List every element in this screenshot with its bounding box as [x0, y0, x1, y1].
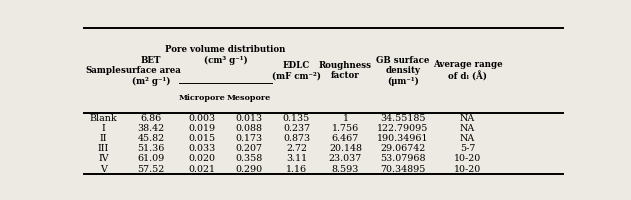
- Text: IV: IV: [98, 154, 109, 163]
- Text: GB surface
density
(μm⁻¹): GB surface density (μm⁻¹): [376, 56, 430, 86]
- Text: 0.013: 0.013: [235, 114, 262, 123]
- Text: 0.088: 0.088: [235, 124, 262, 133]
- Text: 0.003: 0.003: [189, 114, 216, 123]
- Text: 45.82: 45.82: [138, 134, 165, 143]
- Text: II: II: [100, 134, 107, 143]
- Text: 0.015: 0.015: [189, 134, 216, 143]
- Text: BET
surface area
(m² g⁻¹): BET surface area (m² g⁻¹): [121, 56, 181, 86]
- Text: 1: 1: [343, 114, 348, 123]
- Text: 0.358: 0.358: [235, 154, 262, 163]
- Text: 0.173: 0.173: [235, 134, 262, 143]
- Text: 20.148: 20.148: [329, 144, 362, 153]
- Text: 61.09: 61.09: [138, 154, 165, 163]
- Text: 0.021: 0.021: [189, 165, 216, 174]
- Text: Sample: Sample: [85, 66, 121, 75]
- Text: 70.34895: 70.34895: [380, 165, 425, 174]
- Text: 3.11: 3.11: [286, 154, 307, 163]
- Text: 0.873: 0.873: [283, 134, 310, 143]
- Text: 0.019: 0.019: [189, 124, 216, 133]
- Text: Mesopore: Mesopore: [227, 94, 271, 102]
- Text: Blank: Blank: [90, 114, 117, 123]
- Text: 57.52: 57.52: [138, 165, 165, 174]
- Text: EDLC
(mF cm⁻²): EDLC (mF cm⁻²): [272, 61, 321, 80]
- Text: 1.16: 1.16: [286, 165, 307, 174]
- Text: 190.34961: 190.34961: [377, 134, 428, 143]
- Text: III: III: [98, 144, 109, 153]
- Text: 23.037: 23.037: [329, 154, 362, 163]
- Text: 6.86: 6.86: [140, 114, 162, 123]
- Text: 29.06742: 29.06742: [380, 144, 425, 153]
- Text: 122.79095: 122.79095: [377, 124, 428, 133]
- Text: 0.033: 0.033: [189, 144, 216, 153]
- Text: 2.72: 2.72: [286, 144, 307, 153]
- Text: 0.290: 0.290: [235, 165, 262, 174]
- Text: 38.42: 38.42: [138, 124, 165, 133]
- Text: 0.020: 0.020: [189, 154, 216, 163]
- Text: I: I: [102, 124, 105, 133]
- Text: NA: NA: [460, 124, 475, 133]
- Text: NA: NA: [460, 114, 475, 123]
- Text: V: V: [100, 165, 107, 174]
- Text: 0.135: 0.135: [283, 114, 310, 123]
- Text: 53.07968: 53.07968: [380, 154, 425, 163]
- Text: 6.467: 6.467: [332, 134, 359, 143]
- Text: 8.593: 8.593: [332, 165, 359, 174]
- Text: 10-20: 10-20: [454, 154, 481, 163]
- Text: Micropore: Micropore: [179, 94, 226, 102]
- Text: 0.237: 0.237: [283, 124, 310, 133]
- Text: Roughness
factor: Roughness factor: [319, 61, 372, 80]
- Text: 1.756: 1.756: [332, 124, 359, 133]
- Text: 10-20: 10-20: [454, 165, 481, 174]
- Text: 0.207: 0.207: [235, 144, 262, 153]
- Text: NA: NA: [460, 134, 475, 143]
- Text: 5-7: 5-7: [460, 144, 475, 153]
- Text: 51.36: 51.36: [138, 144, 165, 153]
- Text: Pore volume distribution
(cm³ g⁻¹): Pore volume distribution (cm³ g⁻¹): [165, 45, 286, 65]
- Text: 34.55185: 34.55185: [380, 114, 425, 123]
- Text: Average range
of dₗ (Å): Average range of dₗ (Å): [433, 60, 502, 81]
